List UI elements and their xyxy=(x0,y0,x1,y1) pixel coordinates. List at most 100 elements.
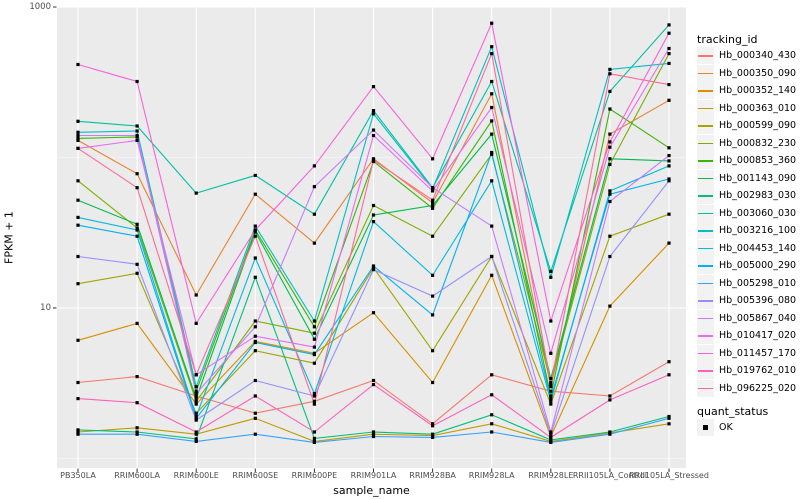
legend-item-label: Hb_011457_170 xyxy=(719,347,797,359)
legend-key-line xyxy=(698,142,713,145)
x-tick-label: RRIM901LA xyxy=(350,471,397,480)
data-point xyxy=(312,430,316,434)
data-point xyxy=(608,162,612,166)
legend-key-line xyxy=(698,317,713,320)
data-point xyxy=(253,411,257,415)
data-point xyxy=(490,422,494,426)
data-point xyxy=(667,360,671,364)
data-point xyxy=(549,383,553,387)
data-point xyxy=(667,177,671,181)
legend: tracking_id Hb_000340_430 Hb_000350_090 Hb… xyxy=(697,33,799,437)
data-point xyxy=(608,67,612,71)
data-point xyxy=(312,392,316,396)
x-tick-label: RRIM928LA xyxy=(468,471,515,480)
legend-item-label: Hb_000350_090 xyxy=(719,67,797,79)
data-point xyxy=(194,394,198,398)
data-point xyxy=(490,224,494,228)
data-point xyxy=(253,234,257,238)
data-point xyxy=(431,432,435,436)
legend-item: Hb_000340_430 xyxy=(697,47,799,65)
data-point xyxy=(312,436,316,440)
data-point xyxy=(253,378,257,383)
legend-item-label: Hb_010417_020 xyxy=(719,330,797,342)
data-point xyxy=(608,89,612,93)
data-point xyxy=(549,351,553,355)
data-point xyxy=(549,438,553,442)
data-point xyxy=(371,432,376,436)
data-point xyxy=(549,430,553,434)
data-point xyxy=(490,150,494,155)
legend-key-swatch xyxy=(697,117,714,135)
data-point xyxy=(549,385,553,389)
data-point xyxy=(194,321,198,325)
data-point xyxy=(135,234,139,238)
legend-item: Hb_011457_170 xyxy=(697,344,799,363)
data-point xyxy=(490,393,494,397)
data-point xyxy=(371,203,376,208)
legend-key-line xyxy=(698,300,713,302)
data-point xyxy=(549,389,553,393)
data-point xyxy=(253,334,257,338)
data-point xyxy=(667,31,671,35)
data-point xyxy=(549,275,553,279)
data-point xyxy=(135,271,139,275)
data-point xyxy=(194,385,198,389)
x-tick-label: RRIM928LE xyxy=(528,471,574,480)
data-point xyxy=(253,325,257,329)
legend-item-label: Hb_005298_010 xyxy=(719,277,797,289)
legend-item: Hb_001143_090 xyxy=(697,169,799,188)
data-point xyxy=(667,373,671,377)
x-tick-labels: PB350LA RRIM600LA RRIM600LE RRIM600SE RRIM60… xyxy=(0,471,800,483)
legend-item-label: Hb_005396_080 xyxy=(719,295,797,307)
data-point xyxy=(135,186,139,190)
data-point xyxy=(608,432,612,436)
data-point xyxy=(194,399,198,403)
data-point xyxy=(194,373,198,377)
data-point xyxy=(135,375,139,379)
legend-item-label: Hb_004453_140 xyxy=(719,242,797,254)
data-points xyxy=(76,21,671,444)
data-point xyxy=(667,23,671,27)
legend-key-swatch xyxy=(697,134,714,152)
data-point xyxy=(135,321,139,325)
data-point xyxy=(135,262,139,266)
data-point xyxy=(667,154,671,158)
x-tick-label: RRIM600LA xyxy=(114,471,160,480)
data-point xyxy=(490,430,494,434)
legend-key-swatch xyxy=(697,47,714,65)
legend-item: Hb_000350_090 xyxy=(697,64,799,83)
legend-item: Hb_005867_040 xyxy=(697,309,799,328)
legend-key-line xyxy=(698,72,713,75)
data-point xyxy=(431,435,435,439)
data-point xyxy=(608,189,612,193)
data-point xyxy=(431,198,435,202)
data-point xyxy=(608,145,612,149)
data-point xyxy=(608,72,612,76)
data-point xyxy=(490,45,494,49)
legend-key-swatch xyxy=(697,239,714,257)
data-point xyxy=(490,273,494,277)
legend-item-label: Hb_000363_010 xyxy=(719,102,797,114)
legend-item: Hb_003216_100 xyxy=(697,222,799,240)
data-point xyxy=(135,430,139,434)
data-point xyxy=(431,201,435,205)
data-point xyxy=(371,383,376,387)
data-point xyxy=(253,319,257,323)
data-point xyxy=(490,79,494,84)
data-point xyxy=(312,394,316,398)
black-square-marker-icon xyxy=(703,425,708,431)
legend-item: Hb_010417_020 xyxy=(697,327,799,345)
data-point xyxy=(490,254,494,259)
data-point xyxy=(312,325,316,329)
data-point xyxy=(194,416,198,420)
legend-item: Hb_002983_030 xyxy=(697,187,799,205)
data-point xyxy=(312,399,316,403)
data-point xyxy=(371,158,376,162)
legend-key-line xyxy=(698,265,713,267)
data-point xyxy=(371,268,376,272)
legend-item-label: Hb_000853_360 xyxy=(719,155,797,167)
data-point xyxy=(194,392,198,396)
legend-key-line xyxy=(698,370,713,372)
legend-key-swatch xyxy=(697,204,714,222)
legend-series-items: Hb_000340_430 Hb_000350_090 Hb_000352_140 H… xyxy=(697,47,799,397)
